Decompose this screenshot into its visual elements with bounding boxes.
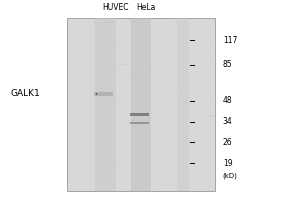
Bar: [67, 18, 215, 191]
Bar: [115, 100, 120, 101]
Text: HUVEC: HUVEC: [103, 3, 129, 12]
Text: GALK1: GALK1: [10, 89, 40, 98]
Bar: [167, 187, 171, 188]
Bar: [162, 185, 173, 186]
Bar: [142, 42, 145, 43]
Bar: [119, 64, 129, 65]
Bar: [177, 18, 189, 191]
Bar: [182, 155, 191, 156]
Bar: [90, 180, 98, 181]
Bar: [187, 50, 198, 51]
Bar: [147, 165, 150, 166]
Bar: [95, 18, 116, 191]
Bar: [187, 137, 196, 138]
Bar: [82, 187, 90, 188]
Bar: [186, 141, 196, 142]
Text: 26: 26: [223, 138, 232, 147]
Bar: [124, 78, 132, 80]
Bar: [205, 41, 214, 42]
Bar: [94, 92, 113, 96]
Bar: [205, 115, 216, 117]
Bar: [158, 80, 164, 81]
Bar: [196, 51, 207, 52]
Bar: [211, 56, 222, 57]
Bar: [130, 48, 132, 49]
Bar: [191, 134, 193, 135]
Bar: [132, 176, 143, 177]
Bar: [164, 92, 170, 93]
Bar: [102, 133, 110, 135]
Text: 48: 48: [223, 96, 232, 105]
Bar: [202, 148, 208, 149]
Bar: [212, 101, 222, 102]
Text: (kD): (kD): [223, 173, 238, 179]
Bar: [103, 21, 114, 23]
Bar: [144, 57, 152, 58]
Bar: [162, 175, 173, 176]
Bar: [141, 51, 150, 53]
Bar: [165, 136, 172, 137]
Bar: [124, 24, 128, 25]
Bar: [115, 64, 126, 65]
Bar: [158, 166, 163, 167]
Bar: [110, 162, 120, 163]
Bar: [84, 69, 95, 70]
Bar: [199, 131, 202, 132]
Text: 117: 117: [223, 36, 237, 45]
Bar: [129, 151, 134, 152]
Bar: [187, 35, 189, 36]
Text: 85: 85: [223, 60, 232, 69]
Bar: [131, 18, 152, 191]
Bar: [204, 175, 206, 176]
Bar: [71, 79, 78, 81]
Bar: [114, 44, 124, 45]
Bar: [157, 160, 168, 161]
Bar: [185, 103, 191, 104]
Bar: [158, 18, 165, 20]
Bar: [120, 59, 122, 60]
Bar: [124, 143, 130, 144]
Bar: [85, 66, 92, 67]
Text: HeLa: HeLa: [136, 3, 155, 12]
Bar: [176, 94, 182, 95]
Bar: [130, 122, 149, 124]
Bar: [195, 82, 197, 83]
Bar: [140, 108, 146, 109]
Bar: [74, 98, 83, 99]
Bar: [72, 109, 76, 110]
Bar: [130, 113, 149, 116]
Bar: [148, 66, 153, 67]
Bar: [148, 70, 152, 71]
Text: 34: 34: [223, 117, 232, 126]
Bar: [81, 35, 89, 36]
Text: 19: 19: [223, 159, 232, 168]
Bar: [103, 73, 107, 75]
